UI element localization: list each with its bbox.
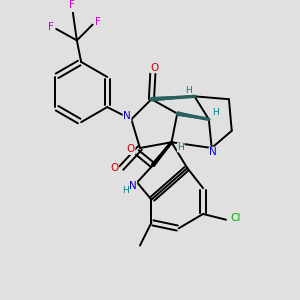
Text: O: O bbox=[127, 144, 135, 154]
Text: F: F bbox=[95, 17, 101, 27]
Polygon shape bbox=[177, 112, 209, 119]
Text: H: H bbox=[213, 109, 219, 118]
Text: Cl: Cl bbox=[230, 213, 240, 223]
Text: O: O bbox=[110, 163, 118, 173]
Text: N: N bbox=[209, 147, 217, 157]
Text: N: N bbox=[129, 181, 137, 191]
Text: O: O bbox=[150, 63, 158, 73]
Text: H: H bbox=[122, 186, 128, 195]
Text: H: H bbox=[177, 143, 184, 152]
Text: N: N bbox=[123, 111, 131, 122]
Text: F: F bbox=[48, 22, 54, 32]
Polygon shape bbox=[151, 96, 194, 101]
Polygon shape bbox=[152, 142, 172, 166]
Text: F: F bbox=[69, 0, 75, 10]
Text: H: H bbox=[185, 85, 191, 94]
